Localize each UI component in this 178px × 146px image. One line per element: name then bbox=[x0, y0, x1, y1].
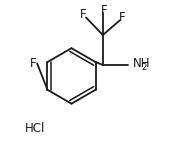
Text: F: F bbox=[119, 11, 126, 24]
Text: F: F bbox=[30, 57, 37, 70]
Text: F: F bbox=[101, 4, 108, 17]
Text: 2: 2 bbox=[141, 63, 146, 72]
Text: NH: NH bbox=[133, 57, 150, 70]
Text: HCl: HCl bbox=[25, 122, 45, 135]
Text: F: F bbox=[80, 8, 87, 21]
